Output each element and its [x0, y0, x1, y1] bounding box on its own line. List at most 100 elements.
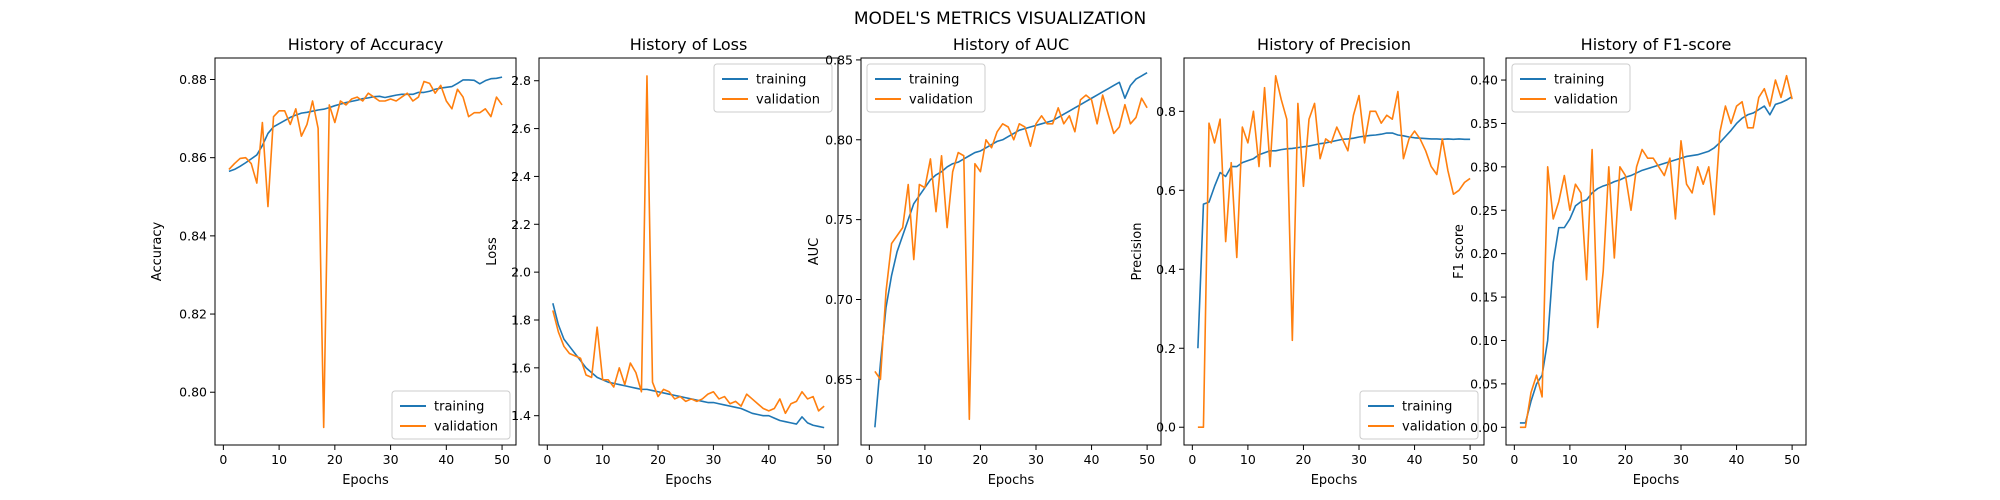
legend: training validation — [713, 63, 833, 113]
x-tick-label: 40 — [1084, 452, 1100, 467]
chart-panel-2: History of Loss 0 10 20 30 40 50 1.4 1.6 1.8 2.0 2.… — [485, 35, 839, 488]
panel-title: History of F1-score — [1581, 35, 1732, 54]
x-tick-label: 30 — [1028, 452, 1044, 467]
y-tick-label: 0.20 — [1470, 246, 1498, 261]
panel-title: History of Precision — [1257, 35, 1411, 54]
x-tick-label: 10 — [595, 452, 611, 467]
y-tick-label: 1.4 — [511, 408, 531, 423]
y-tick-label: 0.6 — [1156, 183, 1176, 198]
legend: training validation — [391, 390, 511, 440]
x-tick-label: 20 — [327, 452, 343, 467]
legend-label-training: training — [434, 400, 484, 415]
series-line-training — [1519, 95, 1793, 424]
y-tick-label: 0.30 — [1470, 159, 1498, 174]
x-tick-label: 10 — [1240, 452, 1256, 467]
axes-frame — [214, 57, 517, 446]
y-tick-label: 1.8 — [511, 312, 531, 327]
x-tick-label: 50 — [1462, 452, 1478, 467]
x-tick-label: 10 — [271, 452, 287, 467]
axes-frame — [538, 57, 839, 446]
y-tick-label: 0.2 — [1156, 341, 1176, 356]
legend-label-training: training — [909, 73, 959, 88]
x-tick-label: 20 — [1295, 452, 1311, 467]
legend: training validation — [866, 63, 986, 113]
chart-panel-4: History of Precision 0 10 20 30 40 50 0.0 0.2 0.4… — [1130, 35, 1485, 488]
chart-panel-5: History of F1-score 0 10 20 30 40 50 0.00 0.05 0.… — [1452, 35, 1807, 488]
y-tick-label: 0.4 — [1156, 262, 1176, 277]
x-tick-label: 10 — [917, 452, 933, 467]
x-tick-label: 30 — [1673, 452, 1689, 467]
y-tick-label: 0.88 — [179, 72, 207, 87]
x-tick-label: 40 — [438, 452, 454, 467]
legend-label-validation: validation — [434, 420, 498, 435]
x-tick-label: 50 — [1784, 452, 1800, 467]
x-tick-label: 40 — [1407, 452, 1423, 467]
axes-frame — [860, 57, 1162, 446]
y-tick-label: 0.65 — [825, 372, 853, 387]
y-tick-label: 0.10 — [1470, 333, 1498, 348]
y-tick-label: 0.00 — [1470, 420, 1498, 435]
x-tick-label: 30 — [705, 452, 721, 467]
x-axis-label: Epochs — [988, 473, 1035, 488]
y-tick-label: 0.0 — [1156, 420, 1176, 435]
x-tick-label: 0 — [543, 452, 551, 467]
x-tick-label: 30 — [383, 452, 399, 467]
y-axis-label: Loss — [485, 237, 500, 266]
y-tick-label: 0.85 — [825, 52, 853, 67]
chart-panel-1: History of Accuracy 0 10 20 30 40 50 0.80 0.82 0.… — [150, 35, 517, 488]
y-tick-label: 2.8 — [511, 73, 531, 88]
legend-label-training: training — [756, 73, 806, 88]
y-tick-label: 2.0 — [511, 265, 531, 280]
y-tick-label: 1.6 — [511, 360, 531, 375]
axes-frame — [1505, 57, 1807, 446]
x-tick-label: 20 — [972, 452, 988, 467]
panel-title: History of Loss — [630, 35, 748, 54]
x-axis-label: Epochs — [342, 473, 389, 488]
legend-label-validation: validation — [1402, 420, 1466, 435]
y-axis-label: Accuracy — [150, 222, 165, 282]
y-tick-label: 0.8 — [1156, 104, 1176, 119]
y-tick-label: 0.25 — [1470, 203, 1498, 218]
x-tick-label: 20 — [1617, 452, 1633, 467]
x-tick-label: 40 — [1729, 452, 1745, 467]
chart-panel-3: History of AUC 0 10 20 30 40 50 0.65 0.70 0.75 0.8… — [807, 35, 1162, 488]
y-tick-label: 0.84 — [179, 228, 207, 243]
x-tick-label: 0 — [219, 452, 227, 467]
series-line-training — [228, 76, 503, 173]
panel-title: History of Accuracy — [288, 35, 444, 54]
y-tick-label: 0.70 — [825, 292, 853, 307]
series-line-training — [1197, 132, 1471, 349]
axes-frame — [1183, 57, 1485, 446]
legend-label-training: training — [1554, 73, 1604, 88]
series-line-validation — [228, 80, 503, 429]
legend: training validation — [1359, 390, 1479, 440]
y-axis-label: AUC — [807, 238, 822, 266]
y-tick-label: 2.6 — [511, 121, 531, 136]
y-tick-label: 0.86 — [179, 150, 207, 165]
y-tick-label: 0.40 — [1470, 73, 1498, 88]
legend-label-validation: validation — [1554, 93, 1618, 108]
y-axis-label: Precision — [1130, 222, 1145, 280]
y-tick-label: 0.75 — [825, 212, 853, 227]
y-axis-label: F1 score — [1452, 224, 1467, 279]
x-axis-label: Epochs — [665, 473, 712, 488]
x-tick-label: 0 — [865, 452, 873, 467]
x-tick-label: 30 — [1351, 452, 1367, 467]
x-tick-label: 20 — [650, 452, 666, 467]
y-tick-label: 0.15 — [1470, 290, 1498, 305]
legend-label-validation: validation — [909, 93, 973, 108]
legend: training validation — [1511, 63, 1631, 113]
x-tick-label: 40 — [761, 452, 777, 467]
x-tick-label: 50 — [494, 452, 510, 467]
x-tick-label: 50 — [816, 452, 832, 467]
figure-title: MODEL'S METRICS VISUALIZATION — [854, 9, 1146, 29]
y-tick-label: 0.80 — [179, 385, 207, 400]
y-tick-label: 0.82 — [179, 307, 207, 322]
x-axis-label: Epochs — [1633, 473, 1680, 488]
y-tick-label: 2.4 — [511, 169, 531, 184]
y-tick-label: 2.2 — [511, 217, 531, 232]
legend-label-training: training — [1402, 400, 1452, 415]
x-tick-label: 0 — [1510, 452, 1518, 467]
